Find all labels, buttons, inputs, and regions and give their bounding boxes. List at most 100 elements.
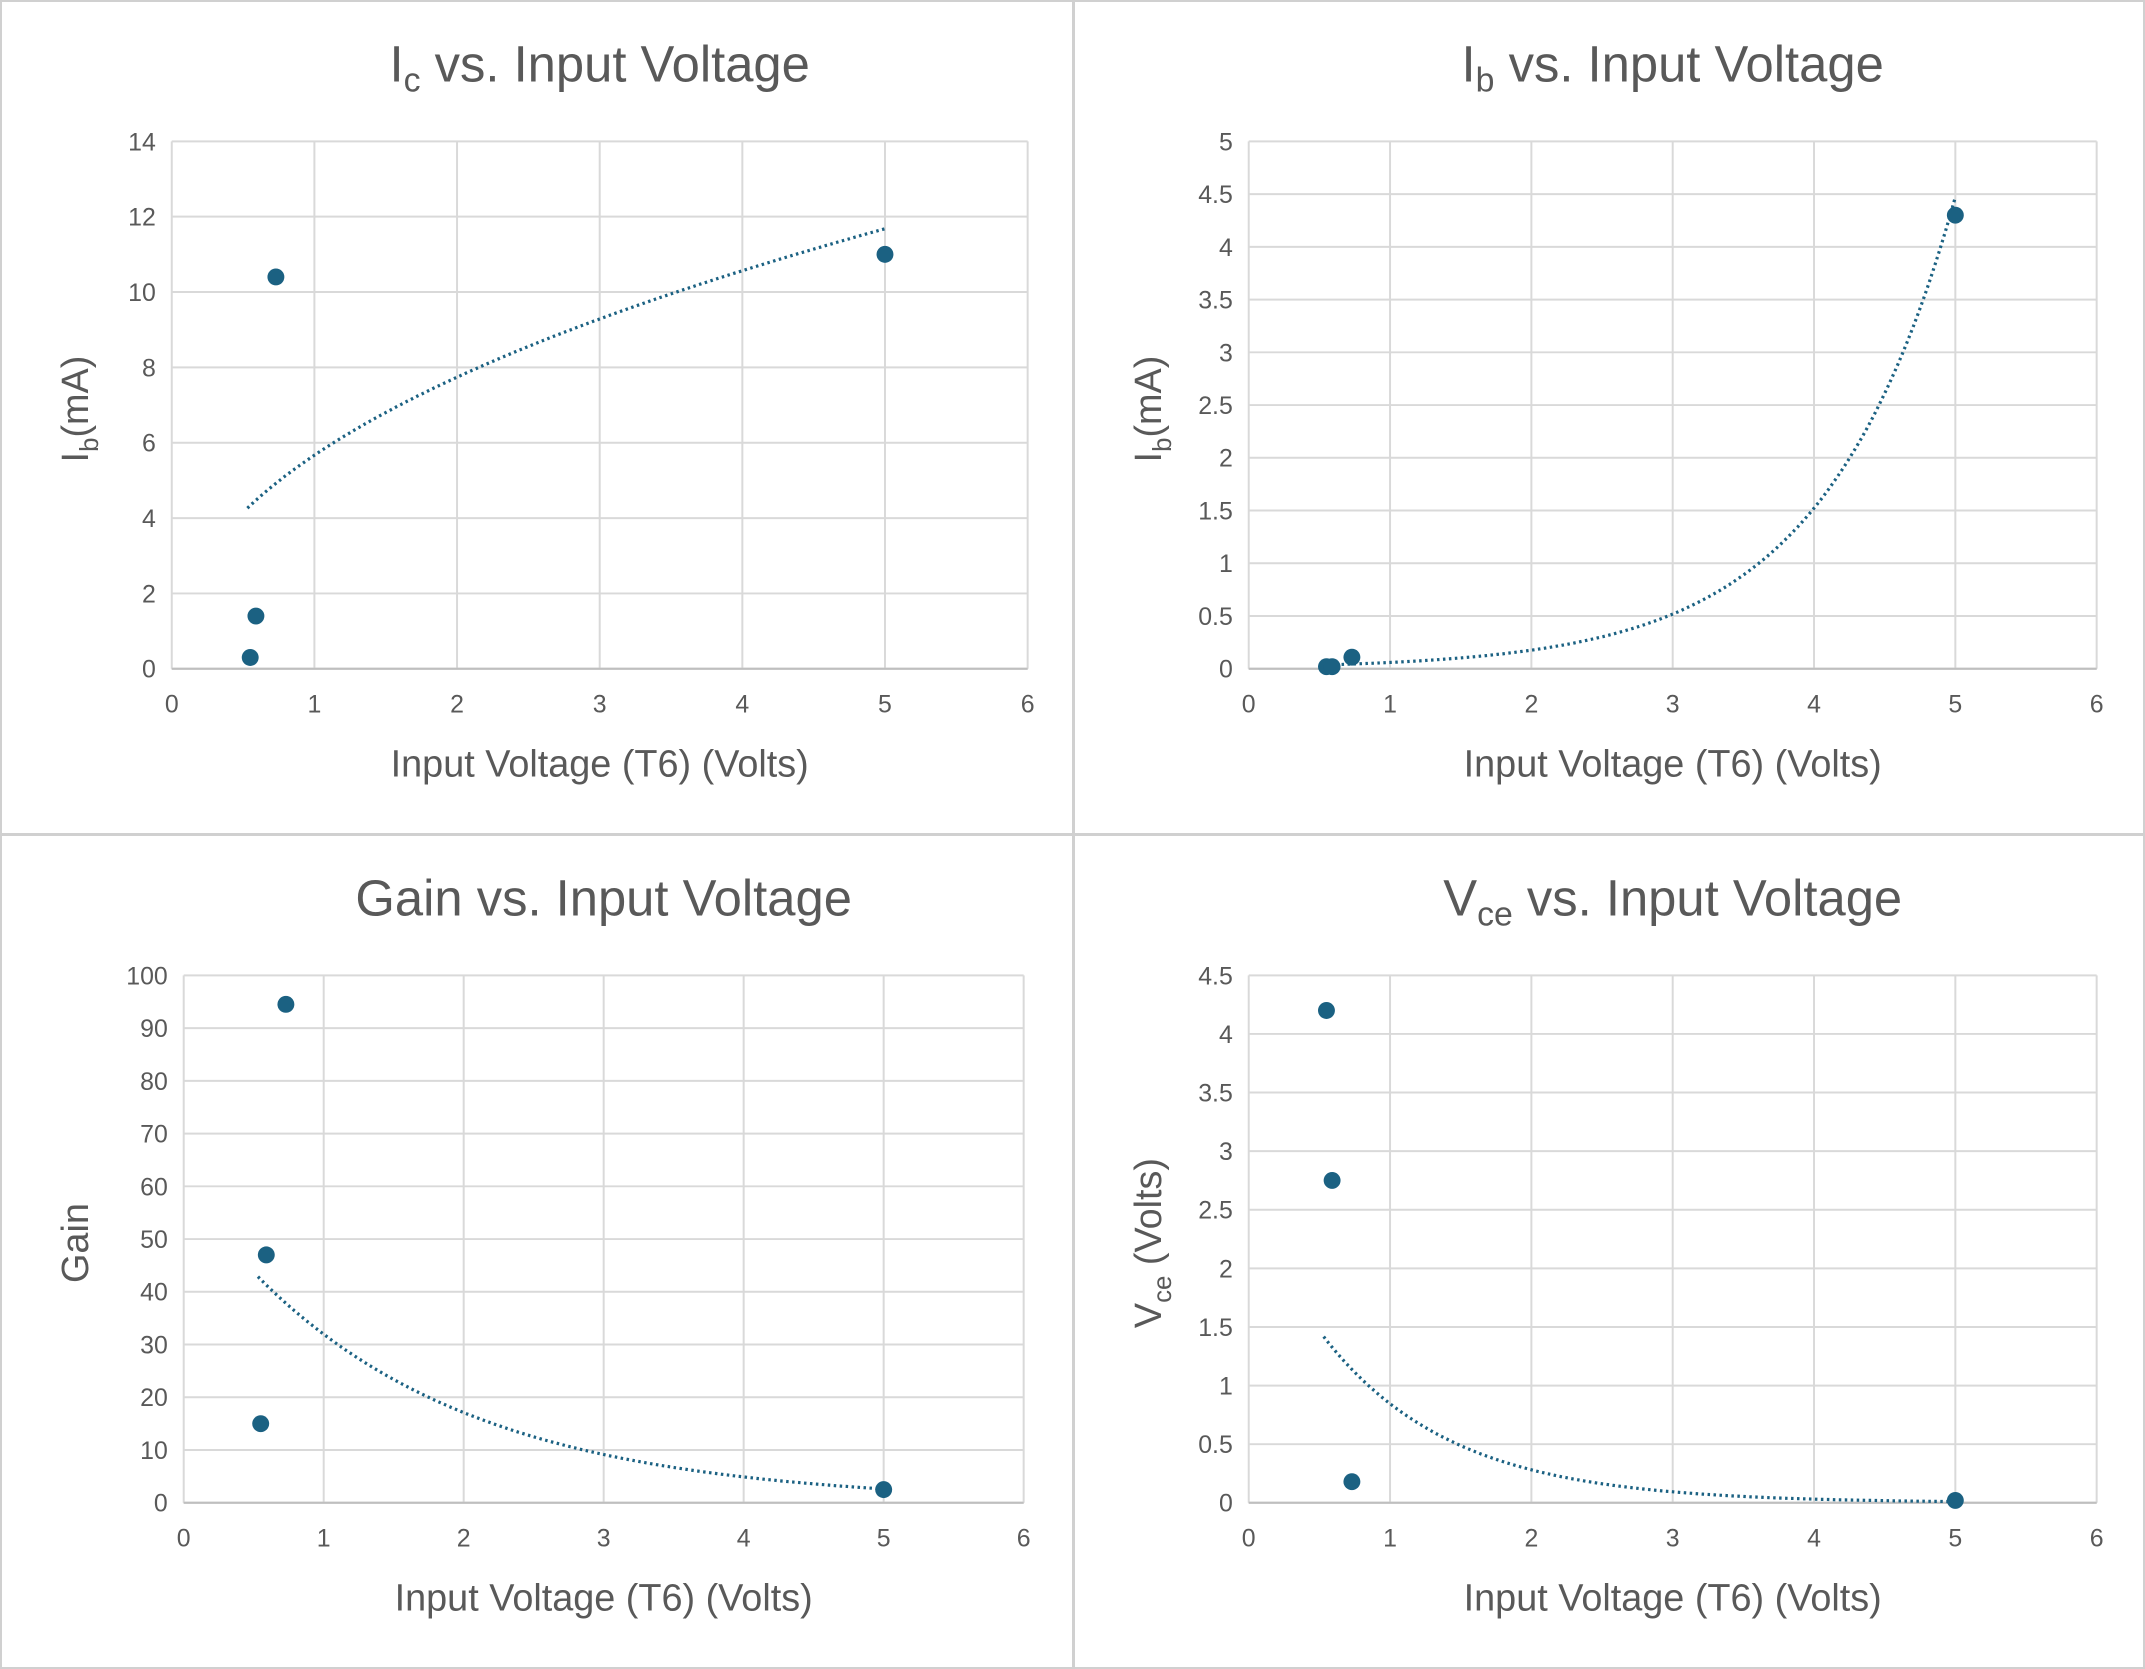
trendline <box>246 227 886 510</box>
data-point <box>1343 1473 1361 1491</box>
x-tick-label: 5 <box>877 1525 891 1553</box>
y-tick-label: 30 <box>140 1332 168 1360</box>
data-point <box>875 1481 893 1499</box>
y-tick-label: 3 <box>1219 1138 1233 1166</box>
x-tick-label: 5 <box>1948 1525 1962 1553</box>
trendline <box>1323 196 1957 667</box>
y-tick-label: 1 <box>1219 550 1233 578</box>
data-point <box>252 1415 270 1433</box>
data-point <box>876 245 894 263</box>
chart-title: Ic vs. Input Voltage <box>390 36 810 100</box>
data-point <box>277 995 295 1013</box>
x-tick-label: 4 <box>737 1525 751 1553</box>
y-axis-label: Ib(mA) <box>55 356 104 463</box>
data-point <box>241 649 259 666</box>
x-tick-label: 0 <box>177 1525 191 1553</box>
y-tick-label: 3.5 <box>1198 1079 1233 1107</box>
x-tick-label: 4 <box>1807 691 1821 719</box>
chart-panel-vce: Vce vs. Input Voltage 0 0.5 1 1.5 2 2.5 3 3.5 4 4.… <box>1073 834 2145 1669</box>
x-tick-label: 3 <box>1666 1525 1680 1553</box>
y-tick-label: 12 <box>128 204 156 232</box>
trendline <box>1322 1335 1956 1504</box>
x-tick-label: 1 <box>1383 1525 1397 1553</box>
y-tick-label: 0 <box>1219 1490 1233 1518</box>
chart-vce-svg: Vce vs. Input Voltage 0 0.5 1 1.5 2 2.5 3 3.5 4 4.… <box>1128 870 2104 1620</box>
y-tick-label: 2 <box>1219 1255 1233 1283</box>
x-tick-label: 2 <box>1524 691 1538 719</box>
y-tick-label: 0 <box>1219 656 1233 684</box>
y-tick-label: 4.5 <box>1198 181 1233 209</box>
x-tick-label: 1 <box>1383 691 1397 719</box>
chart-panel-ib: Ib vs. Input Voltage 0 0.5 1 1.5 2 2.5 3 3.5 4 4.5… <box>1073 0 2145 835</box>
x-tick-label: 3 <box>597 1525 611 1553</box>
y-tick-label: 0.5 <box>1198 603 1233 631</box>
y-tick-label: 14 <box>128 128 156 156</box>
y-axis-label: Ib(mA) <box>1128 356 1177 463</box>
chart-title: Gain vs. Input Voltage <box>355 870 852 927</box>
y-axis-label: Vce (Volts) <box>1128 1158 1177 1328</box>
y-tick-label: 1 <box>1219 1373 1233 1401</box>
y-tick-label: 70 <box>140 1121 168 1149</box>
x-tick-label: 3 <box>593 691 607 719</box>
x-tick-label: 2 <box>1524 1525 1538 1553</box>
x-axis-label: Input Voltage (T6) (Volts) <box>1464 1577 1882 1619</box>
y-tick-label: 100 <box>126 962 168 990</box>
y-tick-label: 60 <box>140 1173 168 1201</box>
y-tick-label: 4 <box>142 505 156 533</box>
y-tick-label: 2.5 <box>1198 392 1233 420</box>
y-tick-label: 8 <box>142 354 156 382</box>
data-point <box>1946 1491 1964 1509</box>
y-tick-label: 1.5 <box>1198 1314 1233 1342</box>
y-tick-label: 3.5 <box>1198 287 1233 315</box>
y-tick-label: 5 <box>1219 128 1233 156</box>
y-tick-label: 20 <box>140 1384 168 1412</box>
y-tick-label: 10 <box>140 1437 168 1465</box>
x-tick-label: 1 <box>317 1525 331 1553</box>
x-tick-label: 4 <box>1807 1525 1821 1553</box>
data-point <box>1323 658 1341 676</box>
y-axis-label: Gain <box>55 1203 97 1283</box>
y-tick-label: 2.5 <box>1198 1197 1233 1225</box>
x-tick-label: 3 <box>1666 691 1680 719</box>
chart-ib-svg: Ib vs. Input Voltage 0 0.5 1 1.5 2 2.5 3 3.5 4 4.5… <box>1128 36 2104 786</box>
x-tick-label: 2 <box>457 1525 471 1553</box>
y-tick-label: 40 <box>140 1279 168 1307</box>
data-point <box>1323 1171 1341 1189</box>
x-tick-label: 1 <box>307 691 321 719</box>
y-tick-label: 80 <box>140 1068 168 1096</box>
x-tick-label: 6 <box>1017 1525 1031 1553</box>
x-tick-label: 4 <box>735 691 749 719</box>
data-point <box>1318 1002 1335 1019</box>
x-tick-label: 6 <box>2090 691 2104 719</box>
x-tick-label: 6 <box>1021 691 1035 719</box>
y-tick-label: 2 <box>1219 445 1233 473</box>
trendline <box>256 1275 884 1491</box>
x-tick-label: 0 <box>1242 691 1256 719</box>
y-tick-label: 4 <box>1219 1021 1233 1049</box>
chart-gain-svg: Gain vs. Input Voltage010203040506070809… <box>55 870 1031 1620</box>
x-axis-label: Input Voltage (T6) (Volts) <box>395 1577 813 1619</box>
y-tick-label: 0.5 <box>1198 1431 1233 1459</box>
y-tick-label: 3 <box>1219 339 1233 367</box>
chart-panel-ic: Ic vs. Input Voltage 0 2 4 6 8 10 12 14 0 1 2 3 4 5 6 In… <box>0 0 1074 835</box>
x-tick-label: 0 <box>1242 1525 1256 1553</box>
chart-panel-gain: Gain vs. Input Voltage 0 10 20 30 40 50 60 70 80 9… <box>0 834 1074 1669</box>
y-tick-label: 10 <box>128 279 156 307</box>
y-tick-label: 4.5 <box>1198 962 1233 990</box>
y-tick-label: 50 <box>140 1226 168 1254</box>
chart-title: Vce vs. Input Voltage <box>1443 870 1902 934</box>
y-tick-label: 0 <box>154 1490 168 1518</box>
x-tick-label: 0 <box>165 691 179 719</box>
x-tick-label: 6 <box>2090 1525 2104 1553</box>
chart-title: Ib vs. Input Voltage <box>1462 36 1884 100</box>
x-tick-label: 2 <box>450 691 464 719</box>
y-tick-label: 4 <box>1219 234 1233 262</box>
data-point <box>247 607 265 625</box>
x-tick-label: 5 <box>878 691 892 719</box>
y-tick-label: 2 <box>142 580 156 608</box>
x-axis-label: Input Voltage (T6) (Volts) <box>1464 743 1882 785</box>
x-tick-label: 5 <box>1948 691 1962 719</box>
x-axis-label: Input Voltage (T6) (Volts) <box>391 743 809 785</box>
